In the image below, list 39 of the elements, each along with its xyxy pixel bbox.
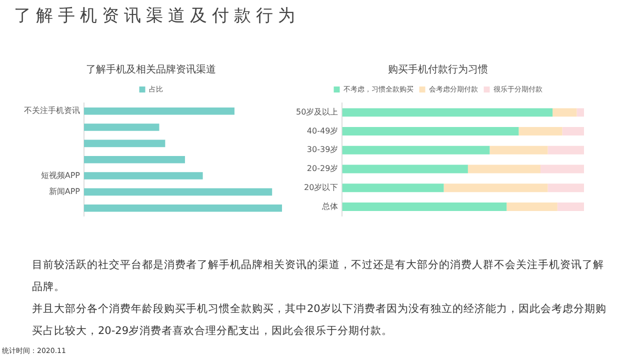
- bar: [84, 140, 166, 148]
- bar: [490, 146, 548, 154]
- bar: [342, 184, 444, 192]
- y-tick-label: 50岁及以上: [296, 108, 338, 117]
- bar: [444, 184, 548, 192]
- y-tick-label: 40-49岁: [306, 126, 338, 136]
- y-tick-label: 20岁以下: [304, 182, 338, 192]
- bar: [342, 146, 490, 154]
- bar: [557, 202, 584, 212]
- bar: [342, 164, 468, 174]
- text: 目前较活跃的社交平台都是消费者了解手机品牌相关资讯的渠道，不过还是有大部分的消费人群不会关注手机资讯了解品牌。: [32, 258, 605, 295]
- bar: [562, 127, 584, 136]
- bar: [84, 156, 185, 164]
- bar: [518, 127, 562, 136]
- text: 并且大部分各个消费年龄段购买手机习惯全款购买，其中20岁以下消费者因为没有独立的经济能力，因此会考虑分期购买占比较大，20-29岁消费者喜欢合理分配支出，因此会很乐于分期付款。: [32, 302, 608, 339]
- bar: [84, 204, 282, 212]
- y-tick-label: 20-29岁: [306, 164, 338, 174]
- chart-title: 购买手机付款行为习惯: [388, 64, 488, 76]
- bar: [342, 202, 507, 212]
- y-tick-label: 短视频APP: [40, 170, 80, 180]
- bar: [548, 146, 584, 154]
- y-tick-label: 30-39岁: [306, 145, 338, 154]
- bar: [506, 202, 558, 212]
- bar: [342, 127, 519, 136]
- y-tick-label: 总体: [321, 202, 338, 211]
- bar: [342, 108, 553, 117]
- bar: [548, 184, 584, 192]
- y-tick-label: 不关注手机资讯: [24, 106, 80, 116]
- bar: [84, 124, 160, 131]
- chart-title: 了解手机及相关品牌资讯渠道: [86, 64, 216, 76]
- bar: [540, 164, 584, 174]
- bar: [552, 108, 577, 117]
- bar: [84, 107, 234, 115]
- y-tick-label: 新闻APP: [48, 187, 80, 196]
- bar: [576, 108, 584, 117]
- bar: [84, 172, 203, 180]
- bar: [84, 188, 272, 196]
- text: 了解手机资讯渠道及付款行为: [14, 5, 300, 27]
- bar: [468, 164, 540, 174]
